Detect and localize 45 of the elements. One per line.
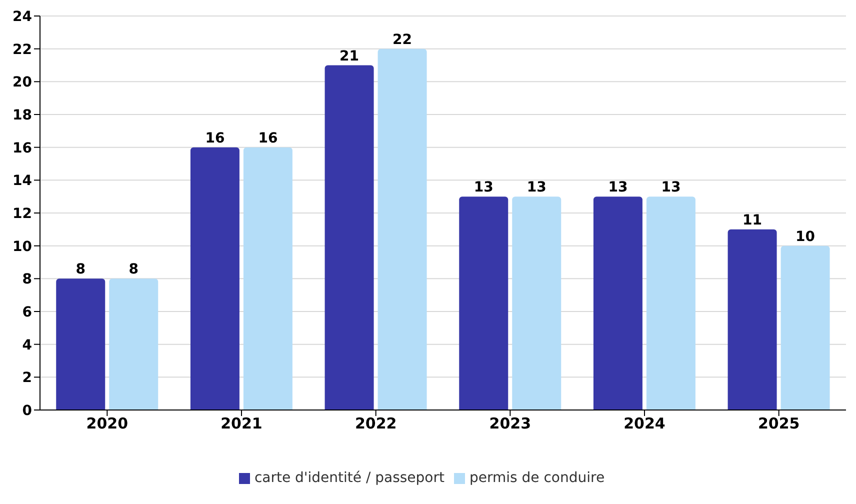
y-tick-label: 14 [12,173,32,190]
bar [324,65,374,410]
x-tick-label: 2022 [354,414,397,433]
bar [728,229,777,410]
x-tick-label: 2025 [758,414,800,433]
bar [243,147,292,410]
data-label: 22 [392,32,412,48]
y-tick-label: 6 [22,304,32,320]
bar [459,196,508,410]
y-tick-label: 8 [22,272,32,288]
bar [190,147,240,410]
data-label: 10 [796,228,816,245]
y-tick-label: 12 [12,206,32,222]
data-label: 13 [661,180,681,196]
data-label: 8 [76,262,86,278]
y-tick-label: 22 [12,42,32,58]
data-label: 16 [258,130,278,146]
y-tick-label: 10 [12,238,32,255]
y-tick-label: 16 [12,140,32,156]
data-label: 16 [205,130,225,146]
y-tick-label: 4 [22,337,32,354]
data-label: 13 [526,180,546,196]
bar [593,196,642,410]
data-label: 13 [608,180,628,196]
bar [646,196,696,410]
legend-label: carte d'identité / passeport [254,470,444,486]
x-tick-label: 2024 [624,414,666,433]
y-tick-label: 2 [22,370,32,386]
legend-label: permis de conduire [469,470,605,486]
bar [780,246,830,410]
data-label: 13 [474,180,494,196]
data-label: 11 [742,212,762,228]
bar [109,278,158,410]
x-tick-label: 2020 [86,414,128,433]
y-tick-label: 0 [22,402,32,419]
x-tick-label: 2023 [489,414,532,433]
data-label: 8 [128,262,138,278]
bar [378,48,427,410]
y-tick-label: 20 [12,74,32,91]
bar [56,278,106,410]
data-label: 21 [340,48,360,64]
y-tick-label: 18 [12,107,32,124]
bar [512,196,562,410]
y-tick-label: 24 [12,8,32,25]
x-tick-label: 2021 [220,414,262,433]
